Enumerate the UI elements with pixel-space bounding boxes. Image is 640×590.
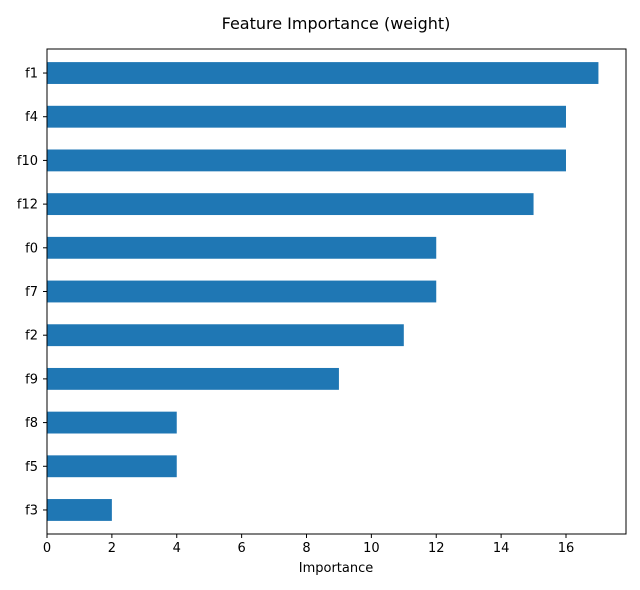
bar-f5 bbox=[47, 455, 177, 478]
y-tick-label: f9 bbox=[25, 372, 38, 387]
y-tick-label: f2 bbox=[25, 329, 38, 344]
x-tick-label: 6 bbox=[237, 541, 245, 556]
plot-frame bbox=[46, 48, 627, 535]
x-tick-label: 10 bbox=[363, 541, 380, 556]
bars-group bbox=[47, 62, 599, 521]
x-tick-label: 4 bbox=[173, 541, 181, 556]
x-tick-label: 0 bbox=[43, 541, 51, 556]
y-tick-label: f5 bbox=[25, 460, 38, 475]
bar-f2 bbox=[47, 324, 404, 347]
x-tick-label: 14 bbox=[493, 541, 510, 556]
bar-f12 bbox=[47, 193, 534, 216]
y-tick-label: f12 bbox=[17, 198, 38, 213]
x-axis-ticks: 0 2 4 6 8 10 12 14 16 bbox=[43, 534, 574, 556]
x-tick-label: 2 bbox=[108, 541, 116, 556]
y-tick-label: f0 bbox=[25, 241, 38, 256]
x-axis-label: Importance bbox=[299, 561, 374, 576]
bar-f7 bbox=[47, 280, 437, 303]
y-tick-label: f7 bbox=[25, 285, 38, 300]
chart-title: Feature Importance (weight) bbox=[222, 14, 451, 33]
x-tick-label: 16 bbox=[558, 541, 575, 556]
y-axis-ticks: f1 f4 f10 f12 f0 f7 f2 f9 f8 f5 f3 bbox=[17, 67, 47, 518]
bar-f9 bbox=[47, 367, 339, 390]
bar-f1 bbox=[47, 62, 599, 84]
y-tick-label: f3 bbox=[25, 503, 38, 518]
bar-f8 bbox=[47, 411, 177, 434]
x-tick-label: 8 bbox=[302, 541, 310, 556]
y-tick-label: f4 bbox=[25, 110, 38, 125]
bar-f10 bbox=[47, 149, 566, 172]
y-tick-label: f1 bbox=[25, 67, 38, 82]
x-tick-label: 12 bbox=[428, 541, 445, 556]
y-tick-label: f8 bbox=[25, 416, 38, 431]
bar-f0 bbox=[47, 236, 437, 259]
bar-f3 bbox=[47, 499, 112, 521]
bar-f4 bbox=[47, 105, 566, 128]
y-tick-label: f10 bbox=[17, 154, 38, 169]
